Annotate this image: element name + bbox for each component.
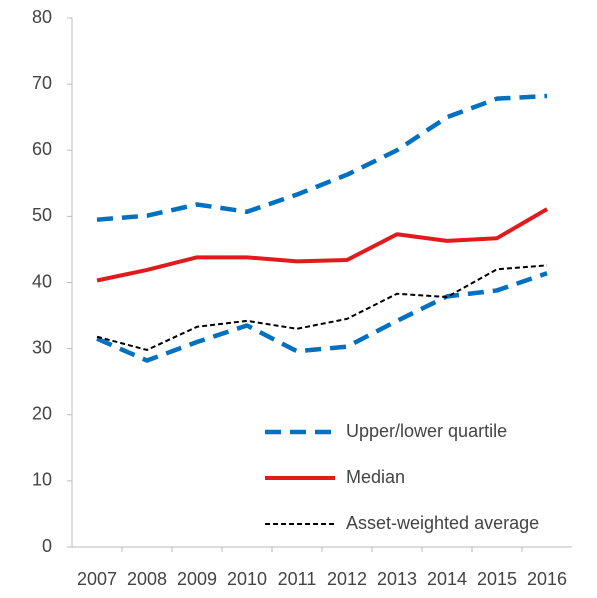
y-tick-label: 40 (32, 271, 52, 291)
x-tick-label: 2015 (477, 569, 517, 589)
x-tick-label: 2016 (527, 569, 567, 589)
x-tick-label: 2012 (327, 569, 367, 589)
legend-label: Upper/lower quartile (346, 421, 507, 441)
legend-label: Asset-weighted average (346, 513, 539, 533)
y-tick-label: 50 (32, 205, 52, 225)
series-line (96, 264, 548, 351)
x-tick-label: 2013 (377, 569, 417, 589)
series-line (96, 93, 548, 222)
y-tick-label: 60 (32, 139, 52, 159)
x-tick-label: 2014 (427, 569, 467, 589)
x-tick-label: 2007 (77, 569, 117, 589)
y-tick-label: 70 (32, 73, 52, 93)
y-tick-label: 20 (32, 404, 52, 424)
x-tick-label: 2008 (127, 569, 167, 589)
y-tick-label: 80 (32, 7, 52, 27)
x-tick-label: 2010 (227, 569, 267, 589)
x-tick-label: 2009 (177, 569, 217, 589)
series-line (96, 207, 549, 283)
series-line (96, 271, 548, 363)
y-tick-label: 30 (32, 337, 52, 357)
y-tick-label: 10 (32, 470, 52, 490)
legend-label: Median (346, 467, 405, 487)
y-tick-label: 0 (42, 536, 52, 556)
x-tick-label: 2011 (278, 569, 317, 589)
